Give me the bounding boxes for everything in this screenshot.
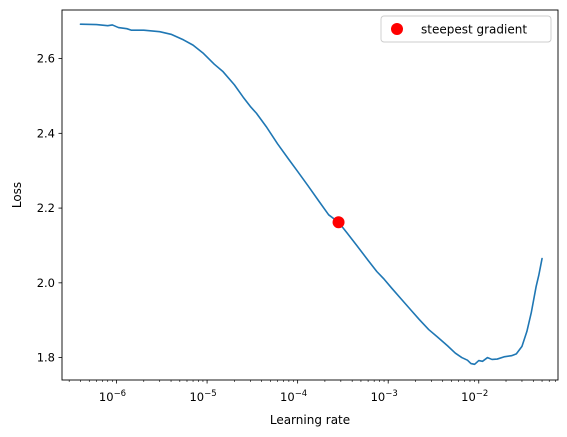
loss-curve	[79, 23, 543, 366]
legend-marker-steepest-gradient	[391, 23, 403, 35]
plot-frame	[61, 9, 559, 381]
x-axis-label: Learning rate	[270, 413, 350, 427]
x-tick-label-exponent: −3	[385, 389, 398, 399]
y-tick-label: 2.4	[37, 126, 55, 140]
y-axis-ticks: 1.8 2.0 2.2 2.4 2.6	[37, 52, 62, 365]
y-axis-label: Loss	[10, 182, 24, 208]
plot-layer	[79, 23, 543, 366]
x-tick-label-exponent: −4	[295, 389, 308, 399]
steepest-gradient-point	[332, 216, 345, 229]
x-tick-label-exponent: −2	[476, 389, 489, 399]
y-tick-label: 2.6	[37, 52, 55, 66]
y-tick-label: 2.2	[37, 201, 55, 215]
x-tick-label-exponent: −6	[114, 389, 127, 399]
y-tick-label: 1.8	[37, 351, 55, 365]
x-tick-label-exponent: −5	[204, 389, 217, 399]
legend-frame	[380, 15, 552, 43]
legend: steepest gradient	[380, 15, 552, 43]
y-tick-label: 2.0	[37, 276, 55, 290]
legend-label-steepest-gradient: steepest gradient	[421, 23, 527, 37]
